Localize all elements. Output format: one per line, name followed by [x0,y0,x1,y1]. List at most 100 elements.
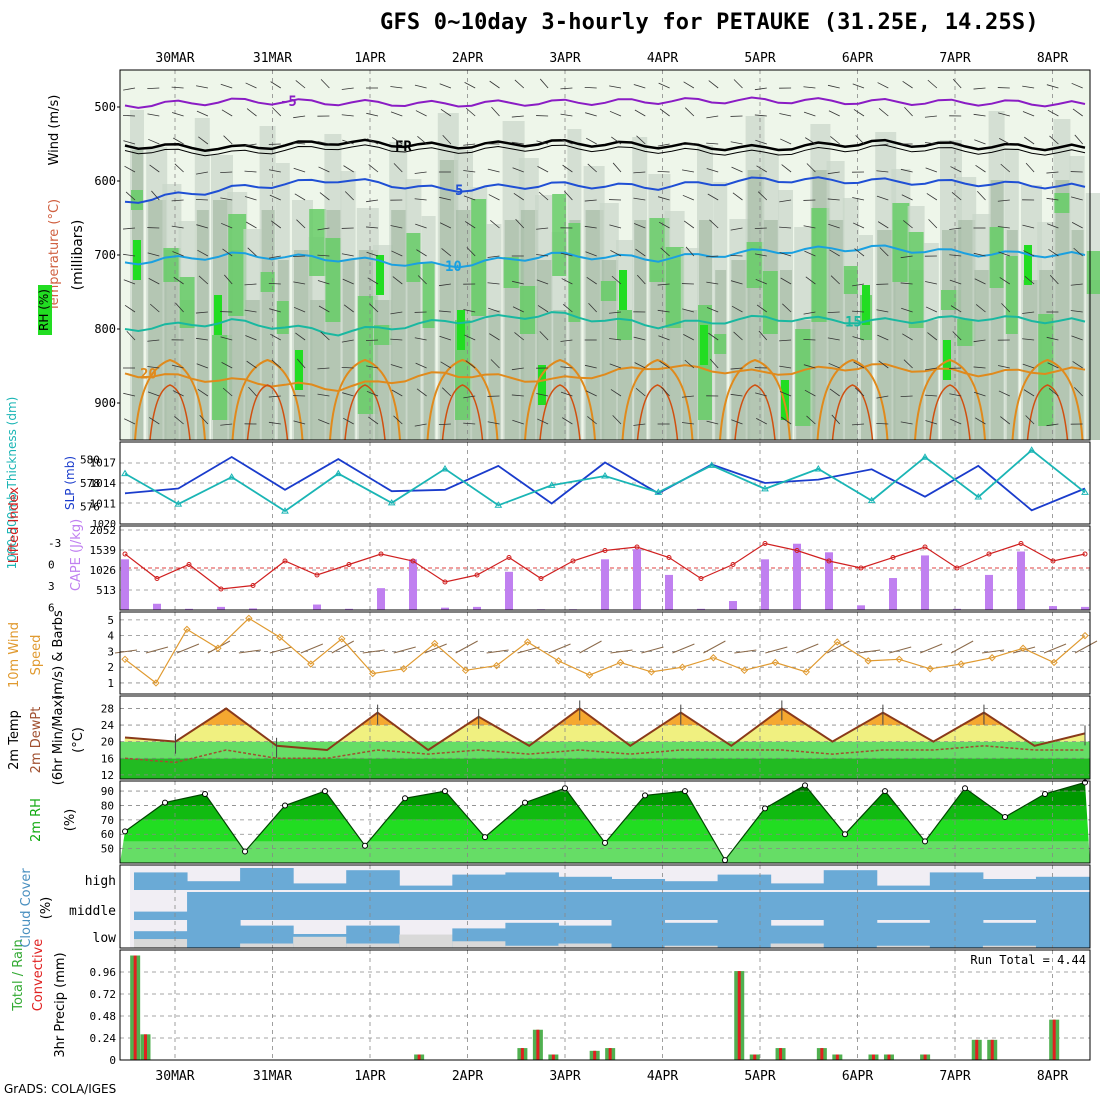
wind-barb [805,276,816,285]
thickness-point [974,493,983,500]
wind-barb [609,110,622,117]
wind-barb [633,197,646,201]
rh-shade [325,238,341,322]
precip-convective-bar [1052,1019,1056,1060]
thickness-line [124,449,1086,513]
ylabel-thickness: 1000-500mb Thickness (dm) [5,397,19,570]
thickness-point [921,453,929,460]
wind-barb [220,83,233,89]
wind-barb [900,421,913,425]
wind-barb [901,194,913,201]
wind-barb [1047,109,1059,117]
precip-tick: 0.24 [90,1032,117,1045]
wind-barb [536,254,549,257]
rh-shade [619,270,627,310]
wind-barb [220,423,233,426]
isotherm-label-20: 20 [140,366,157,382]
wind-barb [685,246,695,257]
rh-shade [1038,314,1056,426]
cloud-high [717,874,772,890]
li-point [154,576,160,581]
wind-barb [195,311,208,314]
rh-shade [989,227,1004,288]
wind-barb [369,303,379,313]
cloud-low-gray [770,943,825,948]
rh-shade [407,260,421,440]
wind-barb [245,221,257,229]
isotherm-30 [929,384,971,441]
slp-tick: 1011 [90,498,117,511]
rh-point [642,792,648,799]
wind-barb [393,163,403,173]
wind-barb [780,277,792,285]
wind-barb [1022,111,1035,117]
rh-shade [212,335,232,420]
wind-barb [683,334,695,341]
isotherm-30 [344,384,386,441]
wind-barb [1046,171,1059,174]
rh-shade [1006,230,1018,440]
ylabel-millibars: (millibars) [70,220,86,291]
wind-barb [149,417,160,425]
wind-barb [537,418,549,425]
isotherm-25 [914,358,986,441]
wind-barb-10m [889,646,912,654]
rh-point [1002,813,1008,820]
wind-barb [125,191,136,201]
wind-barb [296,219,306,229]
isotherm-20 [124,362,1086,393]
wind-barb [196,85,208,89]
wind-barb [514,79,525,89]
wind-barb [903,220,913,229]
wind-barb [294,193,306,201]
wind-barb [1046,336,1059,341]
wind-speed-point [461,666,470,675]
temp-band-16 [120,741,1090,759]
wind-speed-line [124,617,1086,684]
wind-barb [1072,361,1083,369]
cape-bar [665,574,673,610]
wind-barb [730,280,743,285]
wind-speed-point [833,638,841,646]
wind-barb [924,394,937,397]
rh-point [562,785,568,792]
wind-barb [367,138,379,145]
wind-barb [682,308,695,313]
wind-barb [515,218,525,229]
wind-barb [487,255,500,258]
wind-barb [537,166,549,173]
date-label-bottom: 7APR [939,1069,970,1084]
wind-barb [609,363,622,369]
wind-barb [174,163,184,173]
wind-barb [928,219,938,229]
rh-shade [634,220,647,440]
wind-tick: 4 [107,630,114,643]
wind-barb [441,387,452,397]
li-tick: 0 [48,559,55,572]
wind-barb [366,112,379,117]
wind-barb [682,169,694,173]
wind-barb-10m [145,646,169,654]
wind-barb-10m [269,646,292,654]
rh-shade [747,170,764,440]
wind-barb [587,163,597,173]
wind-barb [1022,363,1035,369]
wind-frame [119,611,1091,695]
wind-barb [999,138,1010,145]
slp-frame [119,441,1091,525]
rh-shade [1054,193,1070,213]
wind-speed-point [152,679,160,687]
wind-barb [247,247,257,257]
wind-barb [366,390,379,397]
wind-barb [684,107,695,117]
date-label-bottom: 8APR [1037,1069,1068,1084]
rh-shade [503,257,524,288]
cape-bar [761,559,769,610]
wind-barb [463,170,476,173]
wind-barb [610,389,622,397]
rh-shade [682,310,698,440]
wind-barb [416,388,427,397]
ylabel-wind-barbs: (m/s) & Barbs [51,610,66,700]
wind-barb [561,139,573,145]
wind-barb [416,249,427,257]
